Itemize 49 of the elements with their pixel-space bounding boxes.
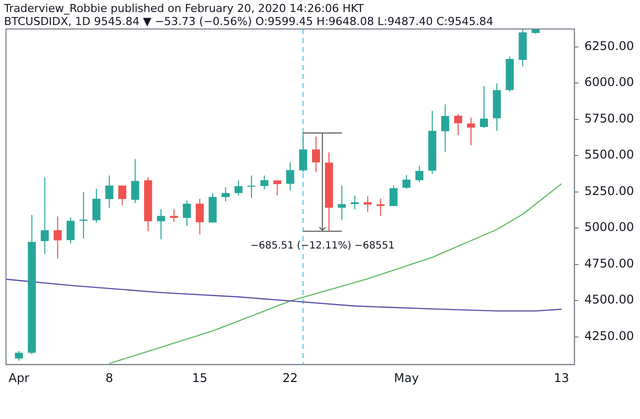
- candlestick: [92, 188, 100, 224]
- x-tick-label: 15: [192, 370, 208, 385]
- y-tick-label: 4500.00: [584, 292, 634, 307]
- chart-title: Traderview_Robbie published on February 20, 2020 14:26:06 HKT: [4, 2, 365, 15]
- candlestick: [196, 198, 204, 235]
- candlestick: [338, 185, 346, 221]
- candlestick: [364, 196, 372, 212]
- candlestick: [182, 200, 191, 226]
- x-tick-label: 13: [554, 370, 570, 385]
- candlestick: [14, 350, 23, 362]
- candlestick: [54, 216, 62, 259]
- annotation: −685.51 (−12.11%) −68551: [250, 240, 395, 252]
- x-tick-label: 8: [106, 370, 114, 385]
- y-tick-label: 6000.00: [584, 75, 634, 90]
- y-tick-label: 5250.00: [584, 184, 634, 198]
- candlestick: [480, 86, 488, 129]
- x-tick-label: May: [394, 370, 419, 385]
- candlestick: [454, 114, 462, 136]
- candlestick: [247, 175, 256, 199]
- candlestick: [312, 136, 320, 173]
- candlestick: [118, 185, 126, 206]
- candlestick: [286, 162, 294, 191]
- candlestick: [273, 180, 282, 196]
- candlestick: [40, 176, 49, 255]
- y-tick-label: 4750.00: [584, 256, 634, 270]
- candlestick: [66, 217, 75, 244]
- candlestick: [105, 175, 114, 208]
- candlestick: [260, 175, 268, 190]
- candlestick: [402, 174, 410, 190]
- y-tick-label: 5500.00: [584, 148, 634, 162]
- candlestick: [131, 158, 140, 204]
- candlestick: [350, 194, 359, 210]
- x-tick-label: Apr: [8, 370, 30, 385]
- candlestick: [80, 192, 88, 239]
- candlestick: [390, 185, 398, 207]
- candlestick: [234, 180, 243, 196]
- candlestick: [157, 208, 166, 240]
- y-tick-label: 5750.00: [584, 111, 634, 126]
- y-tick-label: 6250.00: [584, 38, 634, 53]
- x-tick-label: 22: [282, 370, 298, 385]
- y-tick-label: 5000.00: [584, 220, 634, 234]
- candlestick: [441, 104, 450, 152]
- candlestick: [299, 132, 308, 173]
- y-tick-label: 4250.00: [584, 328, 634, 343]
- candlestick: [222, 186, 230, 202]
- candlestick: [415, 165, 424, 183]
- candlestick: [170, 208, 178, 222]
- chart-subtitle: BTCUSDIDX, 1D 9545.84 ▼ −53.73 (−0.56%) O:9599.45 H:9648.08 L:9487.40 C:9545.84: [4, 15, 494, 28]
- candlestick: [467, 117, 476, 146]
